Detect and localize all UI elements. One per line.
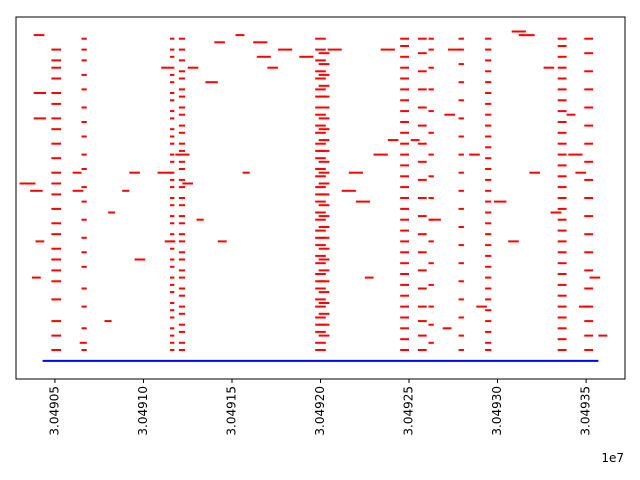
x-tick-label: 3.04915	[225, 386, 239, 436]
segments-layer	[19, 30, 608, 351]
x-tick-label: 3.04920	[313, 386, 327, 436]
x-tick-label: 3.04910	[136, 386, 150, 436]
x-tick-label: 3.04935	[579, 386, 593, 436]
x-offset-label: 1e7	[601, 451, 624, 465]
x-tick-label: 3.04925	[402, 386, 416, 436]
x-tick-label: 3.04905	[47, 386, 61, 436]
x-tick-label: 3.04930	[490, 386, 504, 436]
x-ticks: 3.04905 3.04910 3.04915 3.04920 3.04925 3.049…	[47, 379, 593, 436]
